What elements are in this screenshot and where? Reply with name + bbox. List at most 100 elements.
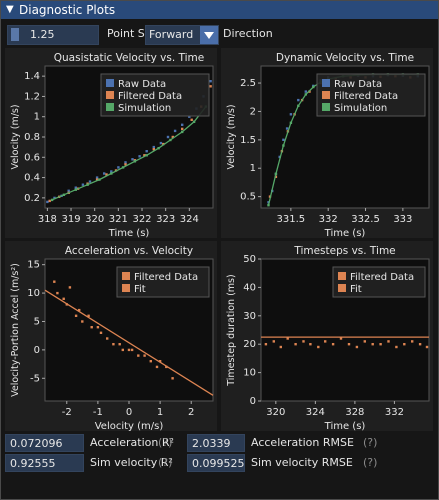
point-size-slider[interactable]: 1.25 [7,25,99,45]
slider-grab-handle[interactable] [11,28,19,41]
data-point [53,280,56,283]
data-point [278,155,281,159]
legend-box [116,266,210,298]
y-tick-label: 0.4 [24,173,40,184]
sim-r2-field[interactable]: 0.92555 [5,454,84,472]
data-point [95,178,99,181]
legend-entry: Filtered Data [350,272,414,283]
y-tick-label: 30 [243,311,256,322]
data-point [312,85,315,89]
accel-rmse-help-icon[interactable]: (?) [363,436,378,449]
y-axis-label: Velocity-Portion Accel (m/s²) [10,263,21,397]
y-axis-label: Velocity (m/s) [10,104,21,169]
data-point [379,343,382,346]
sim-rmse-label: Sim velocity RMSE [251,456,353,469]
plot-acceleration[interactable]: Acceleration vs. Velocity -2 -1 0 1 2 -5 0 5 10 15… [5,241,217,431]
legend-entry: Simulation [334,103,387,114]
legend-entry: Raw Data [334,79,382,90]
data-point [138,155,141,158]
legend-swatch [322,103,330,111]
data-point [87,314,90,317]
data-point [302,340,305,343]
sim-rmse-field[interactable]: 0.099525 [187,454,245,472]
chart-title: Timesteps vs. Time [293,245,395,257]
data-point [133,160,137,163]
data-point [209,80,212,83]
x-tick-label: 321 [109,214,128,225]
legend-entry: Filtered Data [334,91,398,102]
y-tick-label: 0.5 [240,192,256,203]
x-tick-label: 319 [61,214,80,225]
x-tick-label: 320 [85,214,104,225]
legend-entry: Filtered Data [134,272,198,283]
plot-timesteps[interactable]: Timesteps vs. Time 320 324 328 332 0 10 20 30 40 5… [221,241,433,431]
data-point [86,183,89,186]
x-tick-label: 324 [306,407,325,418]
data-point [117,166,120,169]
y-tick-label: 0.6 [24,152,40,163]
data-point [88,180,92,183]
sim-r2-help-icon[interactable]: (?) [158,456,173,469]
data-point [162,142,165,146]
data-point [90,326,93,329]
accel-r2-field[interactable]: 0.072096 [5,434,84,452]
data-point [289,113,293,116]
data-point [289,121,293,124]
x-tick-label: 324 [180,214,199,225]
chart-title: Acceleration vs. Velocity [65,245,193,257]
plot-quasistatic[interactable]: Quasistatic Velocity vs. Time 318 319 320 32… [5,48,217,238]
accel-rmse-label: Acceleration RMSE [251,436,354,449]
data-point [124,161,127,164]
legend-entry: Fit [134,284,146,295]
y-tick-label: -5 [30,373,40,384]
accel-r2-help-icon[interactable]: (?) [158,436,173,449]
x-tick-label: 333 [393,214,412,225]
data-point [324,340,327,343]
legend-box [316,73,426,117]
data-point [106,337,109,340]
data-point [78,308,81,312]
y-tick-label: 15 [27,260,40,271]
data-point [169,138,172,142]
data-point [339,337,343,340]
data-point [267,201,270,204]
data-point [110,172,113,175]
data-point [282,144,285,147]
plot-dynamic[interactable]: Dynamic Velocity vs. Time 331.5 332 332.5 33… [221,48,433,238]
data-point [157,147,160,150]
data-point [46,200,49,204]
combo-arrow-button[interactable] [200,26,218,44]
data-point [145,154,148,157]
data-point [121,166,125,169]
data-point [285,127,289,130]
data-point [158,360,162,363]
data-point [74,188,77,191]
direction-combo[interactable]: Forward [145,25,219,45]
x-axis-label: Time (s) [324,421,366,431]
data-point [347,343,351,346]
accel-rmse-field[interactable]: 2.0339 [187,434,245,452]
collapse-triangle-icon[interactable]: ▼ [6,4,14,15]
data-point [387,340,390,343]
data-point [286,337,289,340]
data-point [165,365,168,369]
legend-swatch [338,284,346,292]
sim-rmse-help-icon[interactable]: (?) [363,456,378,469]
direction-label: Direction [223,27,273,40]
x-axis-label: Velocity (m/s) [95,421,164,431]
y-tick-label: 0 [34,345,40,356]
chart-title: Dynamic Velocity vs. Time [276,52,414,64]
data-point [103,172,106,175]
x-tick-label: 318 [38,214,57,225]
window-titlebar[interactable]: ▼ Diagnostic Plots [1,1,438,19]
data-point [317,345,320,349]
data-point [68,286,72,289]
data-point [171,135,174,139]
chart-svg: Timesteps vs. Time 320 324 328 332 0 10 20 30 40 5… [226,245,430,431]
y-tick-label: 0 [250,396,256,407]
data-point [145,150,148,153]
x-tick-label: -1 [93,407,103,418]
data-point [48,199,51,203]
data-point [294,343,297,346]
